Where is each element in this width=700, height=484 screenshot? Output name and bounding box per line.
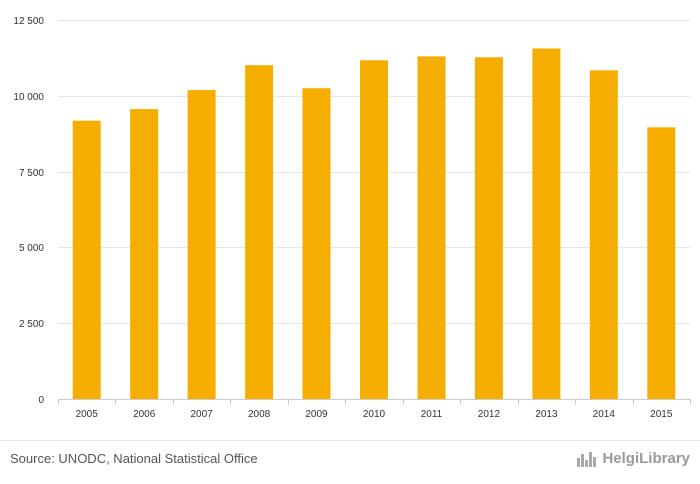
bar-2010[interactable] bbox=[360, 60, 388, 400]
bar-2015[interactable] bbox=[647, 127, 676, 400]
brand-logo[interactable]: HelgiLibrary bbox=[576, 450, 690, 467]
source-note: Source: UNODC, National Statistical Offi… bbox=[10, 451, 258, 466]
y-tick-label: 10 000 bbox=[13, 92, 44, 103]
x-tick-label: 2005 bbox=[76, 409, 99, 420]
x-tick-label: 2014 bbox=[593, 409, 616, 420]
bar-2005[interactable] bbox=[72, 120, 101, 399]
bar-2008[interactable] bbox=[245, 65, 274, 399]
y-axis-ticks: 0 2 500 5 000 7 500 10 000 12 500 bbox=[13, 16, 44, 406]
y-tick-label: 2 500 bbox=[19, 319, 44, 330]
x-tick-label: 2008 bbox=[248, 409, 271, 420]
x-tick-label: 2011 bbox=[421, 409, 443, 420]
y-tick-label: 12 500 bbox=[13, 16, 44, 27]
bar-2007[interactable] bbox=[187, 90, 216, 399]
x-tick-label: 2010 bbox=[363, 409, 386, 420]
bar-2014[interactable] bbox=[589, 70, 618, 400]
brand-name: HelgiLibrary bbox=[602, 450, 690, 467]
y-tick-label: 5 000 bbox=[19, 243, 44, 254]
bar-2012[interactable] bbox=[474, 57, 503, 400]
x-tick-label: 2013 bbox=[535, 409, 558, 420]
bar-2013[interactable] bbox=[532, 48, 561, 400]
y-tick-label: 7 500 bbox=[19, 168, 44, 179]
x-tick-label: 2007 bbox=[190, 409, 213, 420]
x-tick-label: 2009 bbox=[305, 409, 328, 420]
x-tick-label: 2006 bbox=[133, 409, 156, 420]
city-skyline-icon bbox=[577, 451, 597, 467]
x-tick-label: 2015 bbox=[650, 409, 673, 420]
y-tick-label: 0 bbox=[38, 395, 44, 406]
x-axis: 2005 2006 2007 2008 2009 2010 2011 2012 2013 2014… bbox=[58, 399, 691, 420]
bar-2011[interactable] bbox=[417, 56, 446, 400]
x-tick-label: 2012 bbox=[478, 409, 501, 420]
bar-2009[interactable] bbox=[302, 88, 331, 399]
bars bbox=[72, 48, 676, 400]
chart-footer: Source: UNODC, National Statistical Offi… bbox=[0, 440, 700, 484]
bar-2006[interactable] bbox=[130, 109, 159, 399]
